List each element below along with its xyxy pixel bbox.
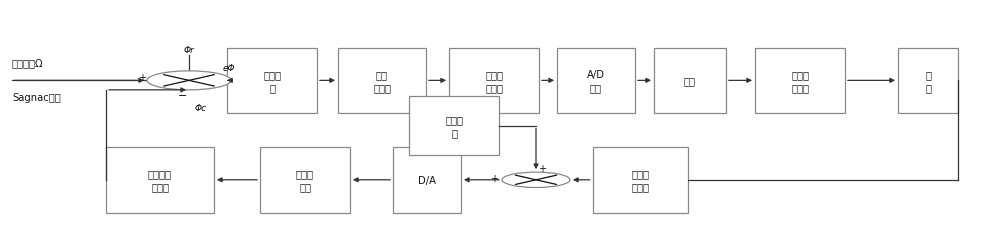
Text: Sagnac效应: Sagnac效应: [12, 93, 61, 103]
Text: 输
出: 输 出: [925, 70, 931, 92]
Text: +: +: [490, 173, 498, 183]
Text: 解调: 解调: [684, 76, 696, 86]
Bar: [898, 48, 958, 114]
Bar: [592, 147, 688, 213]
Text: 调制方
波: 调制方 波: [445, 115, 463, 137]
Text: D/A: D/A: [418, 175, 436, 185]
Bar: [227, 48, 317, 114]
Text: 前置放
大滤波: 前置放 大滤波: [485, 70, 503, 92]
Text: Φr: Φr: [184, 46, 194, 55]
Bar: [654, 48, 726, 114]
Text: +: +: [138, 73, 146, 83]
Text: 转速输入Ω: 转速输入Ω: [12, 58, 44, 68]
Text: 光电
探测器: 光电 探测器: [373, 70, 391, 92]
Text: eΦ: eΦ: [223, 64, 235, 73]
Text: −: −: [178, 90, 188, 100]
Bar: [260, 147, 350, 213]
Circle shape: [502, 172, 570, 188]
Text: 最小拍
控制器: 最小拍 控制器: [791, 70, 809, 92]
Bar: [338, 48, 426, 114]
Bar: [106, 147, 214, 213]
Text: +: +: [538, 163, 546, 173]
Text: 阶梯波
驱动: 阶梯波 驱动: [296, 169, 314, 191]
Text: Φc: Φc: [195, 104, 207, 113]
Text: 集成光学
调制器: 集成光学 调制器: [148, 169, 172, 191]
Circle shape: [147, 72, 231, 90]
Bar: [393, 147, 461, 213]
Bar: [449, 48, 539, 114]
Bar: [557, 48, 635, 114]
Text: A/D
采样: A/D 采样: [587, 70, 605, 92]
Text: 干涉作
用: 干涉作 用: [263, 70, 281, 92]
Text: 阶梯波
生成器: 阶梯波 生成器: [631, 169, 649, 191]
Bar: [409, 97, 499, 155]
Bar: [755, 48, 845, 114]
